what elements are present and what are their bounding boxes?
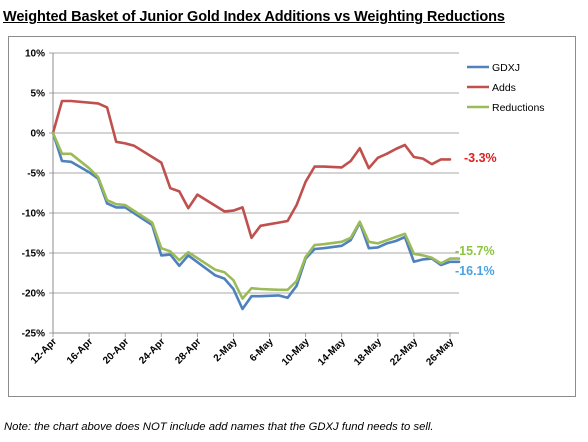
- legend-label-reductions: Reductions: [492, 102, 545, 114]
- x-tick-label: 16-Apr: [65, 336, 95, 366]
- x-tick-label: 26-May: [424, 336, 456, 368]
- x-tick-label: 22-May: [388, 336, 420, 368]
- y-tick-label: 0%: [31, 129, 46, 140]
- series-line-gdxj: [51, 131, 461, 311]
- y-tick-label: -20%: [22, 289, 45, 300]
- x-tick-label: 18-May: [352, 336, 384, 368]
- y-tick-label: -15%: [22, 249, 45, 260]
- x-tick-label: 20-Apr: [101, 336, 131, 366]
- x-tick-label: 14-May: [316, 336, 348, 368]
- x-tick-label: 2-May: [212, 336, 240, 364]
- x-tick-label: 12-Apr: [29, 336, 59, 366]
- y-tick-label: -25%: [22, 329, 45, 340]
- gridlines: [53, 52, 459, 294]
- y-tick-label: -5%: [27, 169, 45, 180]
- x-tick-label: 10-May: [280, 336, 312, 368]
- chart-area: [8, 36, 576, 397]
- legend-label-gdxj: GDXJ: [492, 62, 520, 74]
- footnote: Note: the chart above does NOT include a…: [4, 421, 434, 433]
- series-line-adds: [51, 99, 452, 240]
- series-line-reductions: [51, 131, 461, 300]
- end-value-label-reductions: -15.7%: [455, 244, 495, 258]
- end-labels: -16.1% -3.3% -15.7%: [455, 151, 497, 278]
- legend: GDXJ Adds Reductions: [467, 62, 545, 114]
- x-tick-label: 24-Apr: [137, 336, 167, 366]
- series-lines: [51, 99, 461, 311]
- y-tick-label: 10%: [25, 49, 45, 60]
- legend-label-adds: Adds: [492, 82, 516, 94]
- chart-title: Weighted Basket of Junior Gold Index Add…: [3, 9, 505, 25]
- y-tick-label: 5%: [31, 89, 46, 100]
- x-tick-label: 6-May: [248, 336, 276, 364]
- end-value-label-gdxj: -16.1%: [455, 264, 495, 278]
- end-value-label-adds: -3.3%: [464, 151, 497, 165]
- x-tick-label: 28-Apr: [173, 336, 203, 366]
- y-tick-label: -10%: [22, 209, 45, 220]
